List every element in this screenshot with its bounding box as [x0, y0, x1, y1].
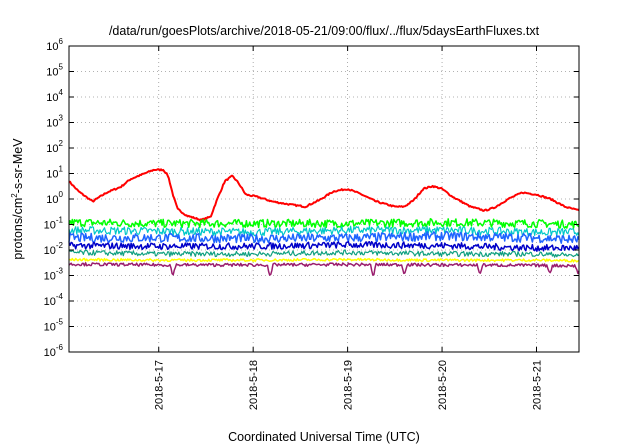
- y-tick-label: 10-2: [44, 241, 64, 257]
- y-tick-label: 10-4: [44, 292, 64, 308]
- x-tick-label: 2018-5-21: [532, 360, 544, 410]
- series-line: [68, 218, 580, 229]
- y-tick-label: 101: [46, 165, 63, 181]
- y-tick-label: 105: [46, 63, 63, 79]
- x-axis: 2018-5-17 2018-5-18 2018-5-19 2018-5-20 2018…: [154, 46, 544, 410]
- series-line: [68, 240, 580, 252]
- x-tick-label: 2018-5-17: [154, 360, 166, 410]
- series-line: [68, 225, 580, 237]
- series-line: [68, 249, 580, 258]
- chart-title: /data/run/goesPlots/archive/2018-05-21/0…: [109, 24, 540, 38]
- x-tick-label: 2018-5-20: [437, 360, 449, 410]
- y-tick-label: 103: [46, 114, 63, 130]
- y-tick-label: 102: [46, 139, 63, 155]
- x-tick-label: 2018-5-19: [343, 360, 355, 410]
- y-tick-label: 10-6: [44, 343, 64, 359]
- y-tick-label: 10-3: [44, 267, 64, 283]
- y-tick-label: 10-1: [44, 216, 64, 232]
- series-line: [68, 231, 580, 244]
- grid-lines: [69, 46, 579, 352]
- y-tick-label: 104: [46, 88, 63, 104]
- y-tick-label: 100: [46, 190, 63, 206]
- y-tick-label: 106: [46, 37, 63, 53]
- x-axis-label: Coordinated Universal Time (UTC): [228, 430, 420, 444]
- y-axis: 10-6 10-5 10-4 10-3 10-2 10-1 100 101 102 103 104 1…: [44, 37, 579, 359]
- series-line: [68, 257, 580, 263]
- series-line: [68, 262, 580, 276]
- x-tick-label: 2018-5-18: [248, 360, 260, 410]
- series-line: [68, 168, 580, 222]
- series-group: [68, 168, 580, 276]
- y-axis-label: protons/cm2-s-sr-MeV: [10, 138, 25, 260]
- y-tick-label: 10-5: [44, 318, 64, 334]
